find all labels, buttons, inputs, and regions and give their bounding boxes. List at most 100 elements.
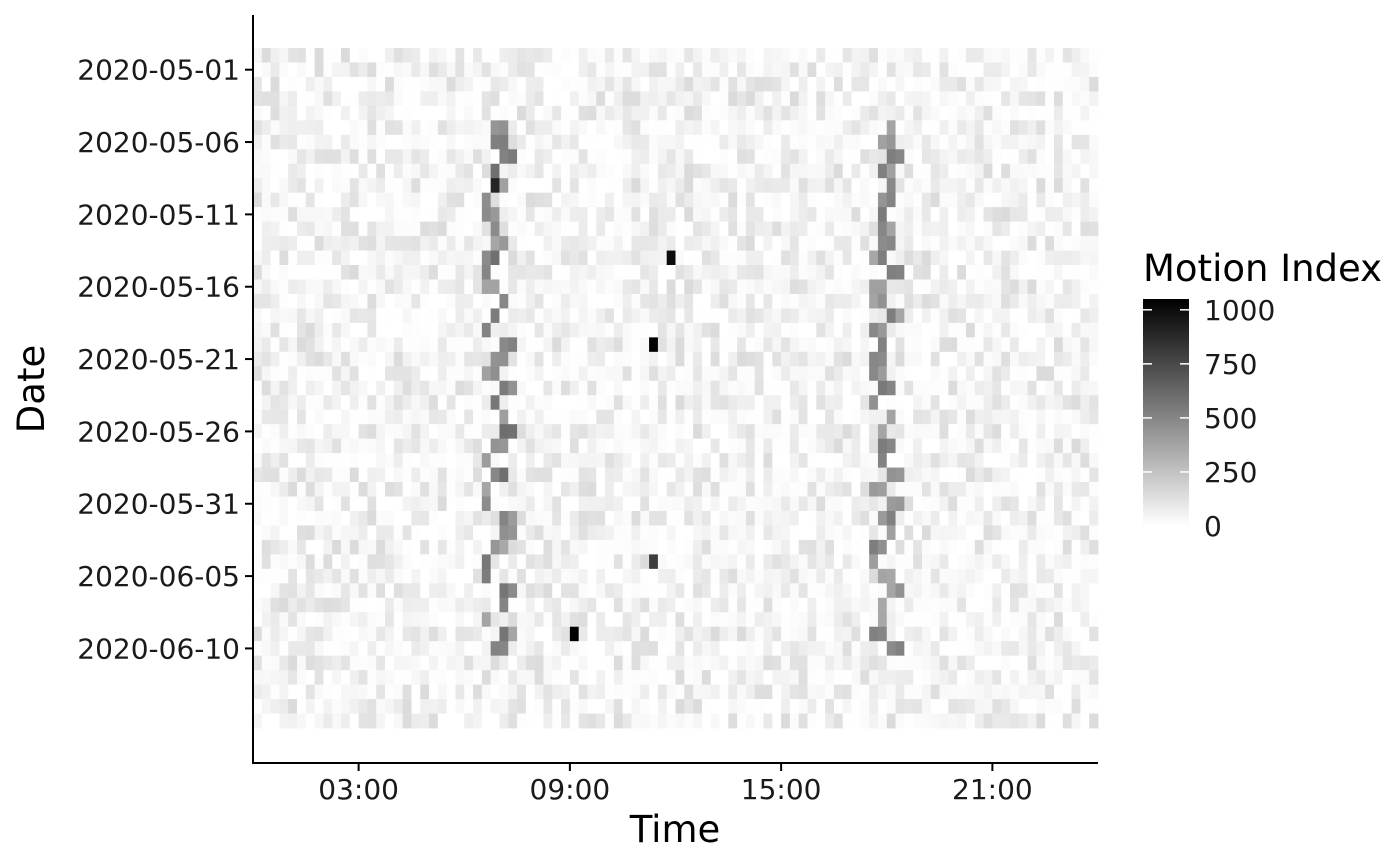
heatmap-cell: [693, 207, 703, 223]
heatmap-cell: [745, 322, 756, 338]
heatmap-cell: [754, 626, 764, 642]
heatmap-cell: [754, 178, 764, 194]
heatmap-cell: [490, 568, 500, 584]
heatmap-cell: [701, 380, 712, 396]
heatmap-cell: [1045, 583, 1055, 599]
heatmap-cell: [534, 105, 544, 121]
heatmap-cell: [684, 670, 694, 685]
heatmap-cell: [913, 539, 923, 555]
heatmap-cell: [622, 699, 632, 714]
heatmap-cell: [1027, 221, 1037, 237]
heatmap-cell: [728, 482, 738, 497]
heatmap-cell: [358, 293, 368, 309]
heatmap-cell: [781, 236, 791, 251]
heatmap-cell: [710, 510, 720, 526]
heatmap-cell: [904, 583, 914, 599]
heatmap-cell: [1062, 293, 1072, 309]
heatmap-cell: [957, 178, 967, 194]
heatmap-cell: [552, 713, 562, 729]
heatmap-cell: [402, 178, 412, 194]
heatmap-cell: [807, 178, 817, 194]
heatmap-cell: [534, 91, 544, 107]
heatmap-cell: [833, 380, 844, 396]
heatmap-cell: [895, 597, 905, 613]
heatmap-cell: [825, 612, 835, 628]
heatmap-cell: [851, 655, 861, 671]
heatmap-cell: [1036, 192, 1046, 208]
heatmap-cell: [948, 699, 958, 714]
heatmap-cell: [1036, 684, 1046, 700]
heatmap-cell: [253, 322, 263, 338]
heatmap-cell: [983, 178, 993, 194]
heatmap-cell: [367, 76, 377, 92]
heatmap-cell: [992, 409, 1002, 425]
heatmap-cell: [349, 655, 360, 671]
heatmap-cell: [446, 424, 456, 440]
heatmap-cell: [745, 525, 756, 541]
heatmap-cell: [613, 510, 624, 526]
heatmap-cell: [798, 670, 808, 685]
heatmap-cell: [543, 192, 553, 208]
heatmap-cell: [1071, 453, 1081, 468]
heatmap-cell: [781, 496, 791, 512]
heatmap-cell: [587, 395, 597, 411]
heatmap-cell: [1001, 655, 1011, 671]
heatmap-cell: [833, 134, 844, 150]
heatmap-cell: [464, 641, 474, 657]
heatmap-cell: [675, 395, 685, 411]
heatmap-cell: [534, 409, 544, 425]
heatmap-cell: [481, 655, 492, 671]
heatmap-cell: [1001, 250, 1011, 266]
heatmap-cell: [587, 510, 597, 526]
heatmap-cell: [279, 293, 289, 309]
heatmap-cell: [895, 250, 905, 266]
heatmap-cell: [719, 583, 729, 599]
heatmap-cell: [437, 351, 448, 367]
heatmap-cell: [965, 626, 976, 642]
heatmap-cell: [420, 510, 430, 526]
heatmap-cell: [921, 322, 932, 338]
heatmap-cell: [393, 62, 404, 78]
heatmap-cell: [851, 612, 861, 628]
heatmap-cell: [376, 91, 386, 107]
heatmap-cell: [429, 409, 439, 425]
heatmap-cell: [473, 655, 483, 671]
heatmap-cell: [517, 250, 527, 266]
heatmap-cell: [552, 612, 562, 628]
heatmap-cell: [481, 395, 492, 411]
heatmap-cell: [737, 322, 747, 338]
heatmap-cell: [913, 76, 923, 92]
heatmap-cell: [719, 236, 729, 251]
heatmap-cell: [930, 178, 940, 194]
heatmap-cell: [420, 467, 430, 483]
heatmap-cell: [693, 120, 703, 136]
heatmap-cell: [341, 250, 351, 266]
heatmap-cell: [948, 120, 958, 136]
heatmap-cell: [684, 293, 694, 309]
heatmap-cell: [411, 510, 421, 526]
heatmap-cell: [1027, 322, 1037, 338]
heatmap-cell: [913, 48, 923, 63]
heatmap-cell: [930, 612, 940, 628]
heatmap-cell: [473, 684, 483, 700]
heatmap-cell: [860, 105, 870, 121]
heatmap-cell: [270, 380, 280, 396]
heatmap-cell: [1045, 482, 1055, 497]
heatmap-cell: [1089, 713, 1099, 729]
heatmap-cell: [798, 395, 808, 411]
heatmap-cell: [508, 236, 518, 251]
heatmap-cell: [886, 265, 896, 280]
heatmap-cell: [499, 76, 509, 92]
heatmap-cell: [1089, 105, 1099, 121]
heatmap-cell: [358, 308, 368, 324]
heatmap-cell: [886, 250, 896, 266]
heatmap-cell: [464, 554, 474, 570]
heatmap-cell: [402, 568, 412, 584]
heatmap-cell: [772, 134, 782, 150]
heatmap-cell: [605, 265, 615, 280]
heatmap-cell: [833, 192, 844, 208]
heatmap-cell: [446, 554, 456, 570]
heatmap-cell: [508, 597, 518, 613]
heatmap-cell: [860, 453, 870, 468]
heatmap-cell: [1071, 641, 1081, 657]
